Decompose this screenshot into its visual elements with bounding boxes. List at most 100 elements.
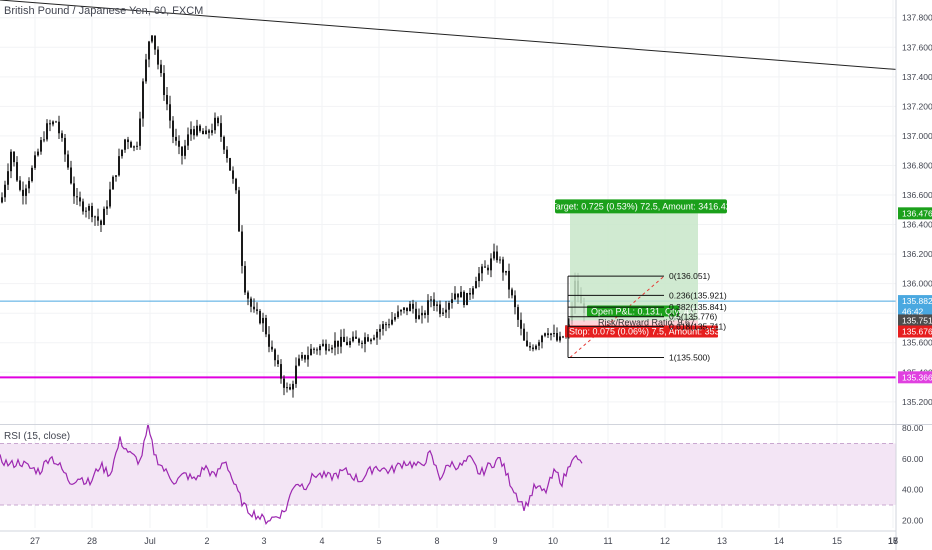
horizontal-lines[interactable] xyxy=(0,300,896,379)
candle-body xyxy=(172,120,174,137)
candle-body xyxy=(82,201,84,212)
price-tick-label: 137.400 xyxy=(902,72,932,82)
grid xyxy=(0,0,896,528)
candle-body xyxy=(325,343,327,351)
candle-body xyxy=(133,146,135,148)
fib-level-label: 0.236(135.921) xyxy=(669,290,727,300)
price-tick-label: 136.800 xyxy=(902,160,932,170)
candle-body xyxy=(340,336,342,347)
candle-body xyxy=(283,378,285,388)
target-label-box[interactable] xyxy=(555,199,727,214)
candle-body xyxy=(55,121,57,123)
candle-body xyxy=(271,346,273,350)
candle-body xyxy=(382,324,384,329)
time-tick-label: 13 xyxy=(717,536,727,546)
price-axis-bg[interactable] xyxy=(896,0,932,550)
candle-body xyxy=(229,158,231,171)
candle-body xyxy=(253,306,255,310)
pane-divider[interactable] xyxy=(0,424,932,425)
symbol-title[interactable]: British Pound / Japanese Yen, 60, FXCM xyxy=(4,5,204,17)
price-badge xyxy=(898,314,932,327)
candle-body xyxy=(220,123,222,137)
candle-body xyxy=(472,288,474,295)
candle-body xyxy=(364,337,366,344)
time-tick-label: 15 xyxy=(832,536,842,546)
candle-body xyxy=(409,303,411,312)
candle-body xyxy=(541,335,543,343)
candle-body xyxy=(397,311,399,317)
candle-body xyxy=(160,64,162,74)
candle-body xyxy=(292,383,294,390)
candle-body xyxy=(10,151,12,172)
fibonacci-retracement[interactable]: 0(136.051)0.236(135.921)0.382(135.841)0.… xyxy=(567,271,727,363)
risk-reward-label[interactable]: Risk/Reward Ratio: 9.67 xyxy=(598,317,695,327)
candle-body xyxy=(118,156,120,176)
pnl-label-box[interactable] xyxy=(587,305,679,317)
candle-body xyxy=(214,117,216,131)
candle-body xyxy=(553,333,555,335)
candle-body xyxy=(43,139,45,141)
candle-body xyxy=(1,197,3,203)
rsi-tick-label: 60.00 xyxy=(902,454,924,464)
candle-body xyxy=(427,300,429,315)
fib-level-label: 0.382(135.841) xyxy=(669,302,727,312)
candle-body xyxy=(484,266,486,268)
candle-body xyxy=(67,154,69,168)
candle-body xyxy=(295,365,297,384)
price-tick-label: 137.800 xyxy=(902,13,932,23)
candle-body xyxy=(223,136,225,150)
candle-body xyxy=(415,308,417,319)
price-tick-label: 136.200 xyxy=(902,249,932,259)
candle-body xyxy=(277,360,279,365)
candle-body xyxy=(187,134,189,146)
time-tick-label: 3 xyxy=(261,536,266,546)
rsi-line xyxy=(0,423,583,525)
candle-body xyxy=(250,298,252,307)
candle-body xyxy=(286,387,288,389)
candle-body xyxy=(205,130,207,135)
rsi-title[interactable]: RSI (15, close) xyxy=(4,431,71,442)
candle-body xyxy=(352,336,354,342)
trendline[interactable] xyxy=(0,0,897,70)
candle-body xyxy=(70,167,72,184)
candle-body xyxy=(40,140,42,152)
candle-body xyxy=(310,348,312,356)
candle-body xyxy=(148,41,150,60)
candle-body xyxy=(193,129,195,136)
candle-body xyxy=(130,142,132,148)
pnl-label[interactable]: Open P&L: 0.131, Qty: 4712 xyxy=(591,306,704,316)
candle-body xyxy=(334,340,336,348)
candle-body xyxy=(367,337,369,342)
time-tick-label: 12 xyxy=(660,536,670,546)
time-tick-label: 11 xyxy=(603,536,612,546)
rsi-tick-label: 80.00 xyxy=(902,423,924,433)
target-label[interactable]: Target: 0.725 (0.53%) 72.5, Amount: 3416… xyxy=(551,201,731,211)
candle-body xyxy=(424,312,426,315)
trendline[interactable] xyxy=(0,0,897,70)
candle-body xyxy=(112,176,114,190)
candle-body xyxy=(349,341,351,345)
candle-body xyxy=(76,196,78,198)
candle-body xyxy=(13,151,15,163)
candle-body xyxy=(430,299,432,301)
candle-body xyxy=(145,59,147,82)
candle-body xyxy=(532,347,534,350)
stop-label-box[interactable] xyxy=(565,325,718,338)
candle-body xyxy=(262,317,264,324)
rsi-band xyxy=(0,442,896,506)
stop-label[interactable]: Stop: 0.075 (0.06%) 7.5, Amount: 353.41 xyxy=(569,327,732,337)
candle-body xyxy=(538,342,540,346)
candle-body xyxy=(544,333,546,336)
candle-body xyxy=(331,347,333,350)
candle-body xyxy=(289,387,291,390)
candle-body xyxy=(127,139,129,143)
candle-body xyxy=(52,121,54,125)
candle-body xyxy=(136,145,138,147)
candle-body xyxy=(106,206,108,209)
rsi-tick-label: 40.00 xyxy=(902,485,924,495)
candle-body xyxy=(163,73,165,96)
candle-body xyxy=(79,197,81,202)
price-badge xyxy=(898,295,932,308)
